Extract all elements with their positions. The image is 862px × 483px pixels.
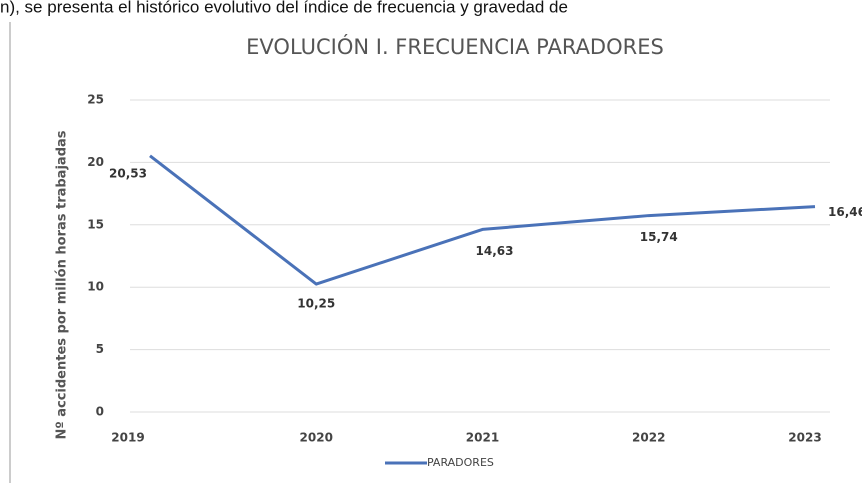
- data-label: 14,63: [476, 244, 514, 258]
- legend-label: PARADORES: [427, 456, 494, 469]
- chart-title: EVOLUCIÓN I. FRECUENCIA PARADORES: [246, 34, 664, 59]
- data-label: 10,25: [297, 297, 335, 311]
- x-tick-label: 2021: [466, 431, 499, 445]
- y-axis-label: Nº accidentes por millón horas trabajada…: [55, 130, 70, 439]
- y-tick-label: 5: [96, 342, 104, 356]
- data-label: 16,46: [828, 205, 862, 219]
- x-tick-label: 2022: [632, 431, 665, 445]
- y-tick-label: 0: [96, 405, 104, 419]
- y-tick-label: 20: [87, 155, 104, 169]
- x-tick-label: 2019: [111, 431, 144, 445]
- x-tick-label: 2020: [300, 431, 333, 445]
- y-tick-label: 15: [87, 217, 104, 231]
- data-label: 20,53: [109, 166, 147, 180]
- data-label: 15,74: [640, 230, 678, 244]
- y-tick-label: 25: [87, 93, 104, 107]
- context-text: n), se presenta el histórico evolutivo d…: [0, 0, 568, 16]
- y-tick-label: 10: [87, 280, 104, 294]
- x-tick-label: 2023: [788, 431, 821, 445]
- data-line: [149, 154, 816, 286]
